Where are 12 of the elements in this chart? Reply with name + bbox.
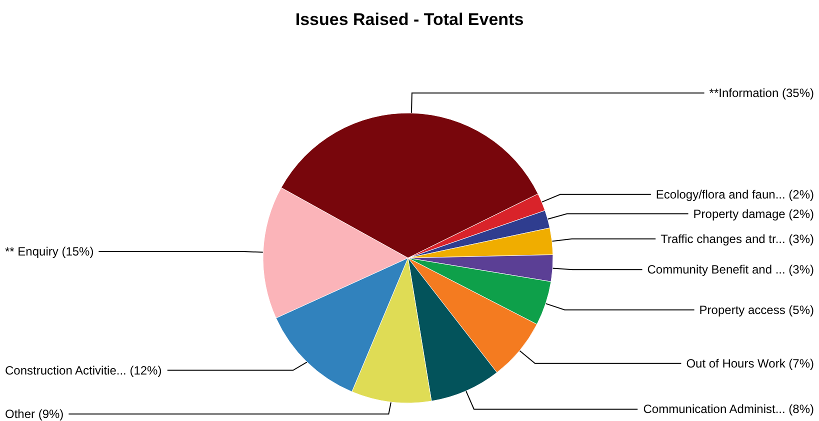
slice-label: Ecology/flora and faun... (2%) <box>656 187 814 202</box>
slice-label: **Information (35%) <box>709 86 814 100</box>
slice-label: Community Benefit and ... (3%) <box>647 262 814 277</box>
chart-title: Issues Raised - Total Events <box>295 10 524 29</box>
slice-label: Out of Hours Work (7%) <box>686 356 814 370</box>
slice-label: ** Enquiry (15%) <box>5 244 94 258</box>
slice-label: Traffic changes and tr... (3%) <box>660 232 814 246</box>
slice-label: Communication Administ... (8%) <box>643 402 814 416</box>
slice-label: Construction Activitie... (12%) <box>5 363 162 378</box>
slice-label: Property damage (2%) <box>693 206 814 221</box>
slice-label: Other (9%) <box>5 407 64 421</box>
slice-label: Property access (5%) <box>699 302 814 317</box>
